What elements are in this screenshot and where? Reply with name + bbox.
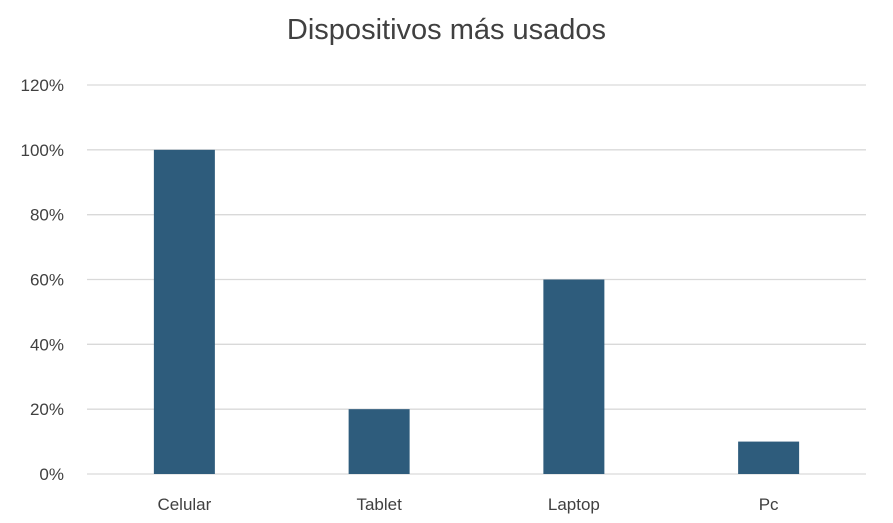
bar-celular	[153, 149, 215, 475]
y-tick-label: 0%	[39, 465, 64, 484]
y-tick-label: 20%	[30, 400, 64, 419]
y-tick-label: 120%	[21, 76, 64, 95]
x-category-label: Tablet	[356, 495, 402, 514]
y-axis-ticks: 0% 20% 40% 60% 80% 100% 120%	[21, 76, 64, 484]
x-axis-labels: Celular Tablet Laptop Pc	[157, 495, 779, 514]
gridlines	[87, 84, 866, 475]
bars	[153, 149, 800, 475]
y-tick-label: 40%	[30, 335, 64, 354]
x-category-label: Celular	[157, 495, 211, 514]
y-tick-label: 100%	[21, 141, 64, 160]
bar-pc	[738, 441, 800, 474]
chart-title: Dispositivos más usados	[286, 14, 607, 46]
bar-laptop	[543, 279, 605, 474]
x-category-label: Pc	[759, 495, 779, 514]
y-tick-label: 60%	[30, 271, 64, 290]
y-tick-label: 80%	[30, 206, 64, 225]
x-category-label: Laptop	[548, 495, 600, 514]
bar-tablet	[348, 409, 410, 474]
